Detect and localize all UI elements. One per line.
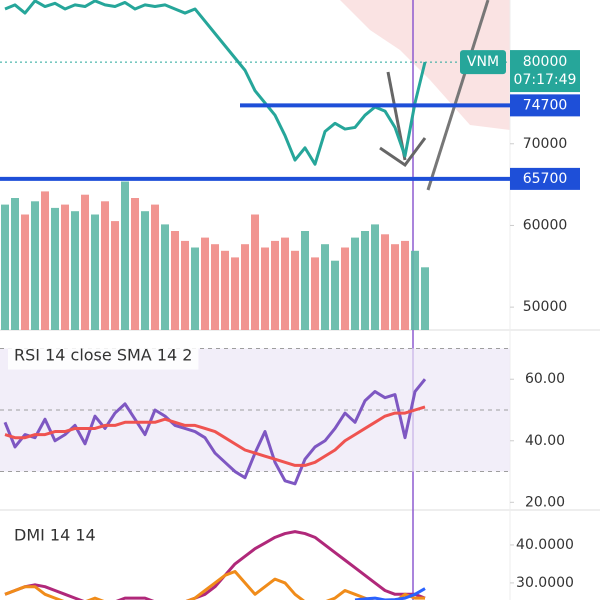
volume-bar <box>391 244 399 330</box>
volume-bar <box>421 267 429 330</box>
volume-bar <box>21 214 29 330</box>
symbol-tag <box>460 50 506 75</box>
volume-bar <box>61 204 69 330</box>
volume-bar <box>351 237 359 330</box>
volume-bar <box>91 214 99 330</box>
volume-bar <box>141 211 149 330</box>
level-tag <box>510 167 580 190</box>
volume-bar <box>281 237 289 330</box>
y-tick-label: 40.00 <box>525 433 565 449</box>
volume-bar <box>211 244 219 330</box>
volume-bar <box>331 260 339 330</box>
volume-bar <box>261 247 269 330</box>
volume-bar <box>371 224 379 330</box>
volume-bar <box>361 231 369 330</box>
series-line <box>4 570 425 600</box>
volume-bar <box>81 194 89 330</box>
y-tick-label: 60.00 <box>525 371 565 387</box>
volume-bar <box>401 240 409 330</box>
volume-bar <box>31 201 39 330</box>
level-label: 65700 <box>523 171 568 187</box>
volume-bar <box>321 244 329 330</box>
y-tick-label: 70000 <box>523 136 568 152</box>
y-tick-label: 20.00 <box>525 494 565 510</box>
series-line <box>4 405 426 467</box>
series-line <box>3 378 427 486</box>
volume-bar <box>241 244 249 330</box>
volume-bar <box>301 231 309 330</box>
title-bg <box>8 340 199 370</box>
volume-bar <box>271 240 279 330</box>
volume-bar <box>191 247 199 330</box>
volume-bar <box>151 204 159 330</box>
level-tag <box>510 94 580 117</box>
volume-bar <box>1 204 9 330</box>
pane-title: DMI 14 14 <box>14 526 96 545</box>
volume-bar <box>341 247 349 330</box>
volume-bar <box>231 257 239 330</box>
volume-bar <box>11 198 19 330</box>
volume-bar <box>131 198 139 330</box>
last-price-label: 80000 <box>523 54 568 70</box>
volume-bar <box>161 224 169 330</box>
y-tick-label: 30.0000 <box>516 575 574 591</box>
volume-bar <box>411 250 419 330</box>
volume-bar <box>111 221 119 330</box>
volume-bar <box>221 250 229 330</box>
volume-bar <box>251 214 259 330</box>
series-line <box>4 0 427 166</box>
volume-bar <box>101 201 109 330</box>
symbol-label: VNM <box>467 54 499 70</box>
volume-bar <box>201 237 209 330</box>
volume-bar <box>381 234 389 330</box>
volume-bar <box>71 211 79 330</box>
y-tick-label: 40.0000 <box>516 537 574 553</box>
series-line <box>4 530 426 600</box>
level-label: 74700 <box>523 97 568 113</box>
pane-title: RSI 14 close SMA 14 2 <box>14 346 192 365</box>
volume-bar <box>181 240 189 330</box>
volume-bar <box>311 257 319 330</box>
drawn-check <box>379 137 427 168</box>
price-tag <box>510 50 580 93</box>
trend-line <box>426 0 490 191</box>
y-tick-label: 60000 <box>523 217 568 233</box>
volume-bar <box>41 191 49 330</box>
countdown-label: 07:17:49 <box>514 72 577 88</box>
volume-bar <box>171 231 179 330</box>
volume-bar <box>291 250 299 330</box>
volume-bar <box>51 207 59 330</box>
y-tick-label: 50000 <box>523 299 568 315</box>
volume-bar <box>121 181 129 330</box>
